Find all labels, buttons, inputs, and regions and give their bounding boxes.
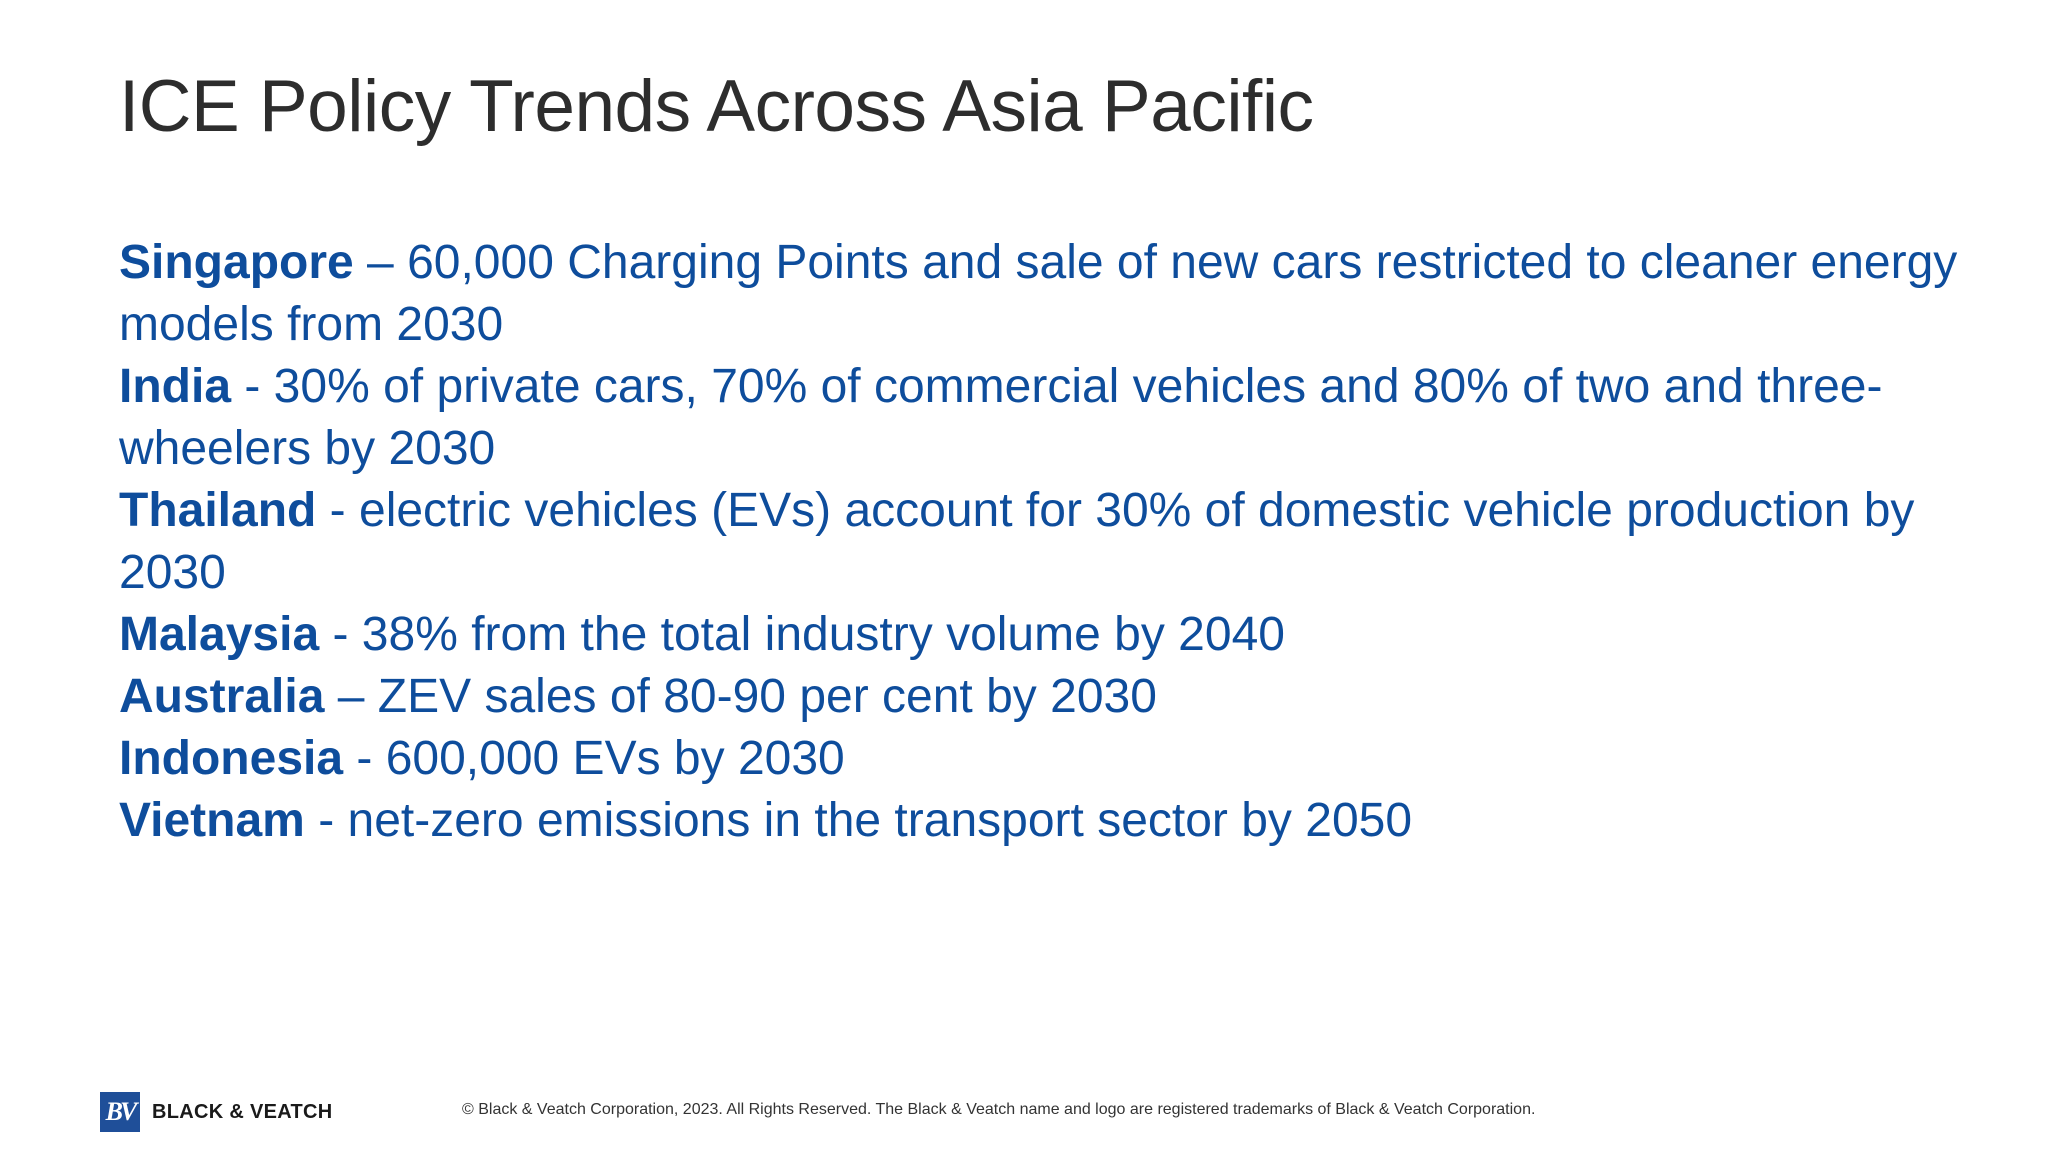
policy-text: - 30% of private cars, 70% of commercial…: [119, 360, 1883, 475]
company-logo: BV BLACK & VEATCH: [100, 1092, 333, 1132]
policy-entry-thailand: Thailand - electric vehicles (EVs) accou…: [119, 480, 1959, 604]
copyright-notice: © Black & Veatch Corporation, 2023. All …: [462, 1101, 1536, 1118]
policy-text: – 60,000 Charging Points and sale of new…: [119, 236, 1958, 351]
policy-text: - net-zero emissions in the transport se…: [304, 794, 1413, 847]
policy-entry-malaysia: Malaysia - 38% from the total industry v…: [119, 604, 1959, 666]
policy-text: - 38% from the total industry volume by …: [319, 608, 1285, 661]
policy-entry-australia: Australia – ZEV sales of 80-90 per cent …: [119, 666, 1959, 728]
policy-text: – ZEV sales of 80-90 per cent by 2030: [324, 670, 1157, 723]
country-name: Vietnam: [119, 794, 305, 847]
policy-text: - electric vehicles (EVs) account for 30…: [119, 484, 1915, 599]
country-name: Thailand: [119, 484, 317, 537]
policy-entry-india: India - 30% of private cars, 70% of comm…: [119, 356, 1959, 480]
policy-list: Singapore – 60,000 Charging Points and s…: [119, 232, 1959, 852]
logo-wordmark: BLACK & VEATCH: [152, 1100, 333, 1123]
country-name: Singapore: [119, 236, 354, 289]
country-name: Malaysia: [119, 608, 320, 661]
country-name: Australia: [119, 670, 325, 723]
country-name: Indonesia: [119, 732, 344, 785]
policy-entry-singapore: Singapore – 60,000 Charging Points and s…: [119, 232, 1959, 356]
country-name: India: [119, 360, 232, 413]
logo-mark-icon: BV: [100, 1092, 140, 1132]
policy-entry-indonesia: Indonesia - 600,000 EVs by 2030: [119, 728, 1959, 790]
slide-title: ICE Policy Trends Across Asia Pacific: [119, 66, 1314, 147]
policy-entry-vietnam: Vietnam - net-zero emissions in the tran…: [119, 790, 1959, 852]
policy-text: - 600,000 EVs by 2030: [343, 732, 845, 785]
